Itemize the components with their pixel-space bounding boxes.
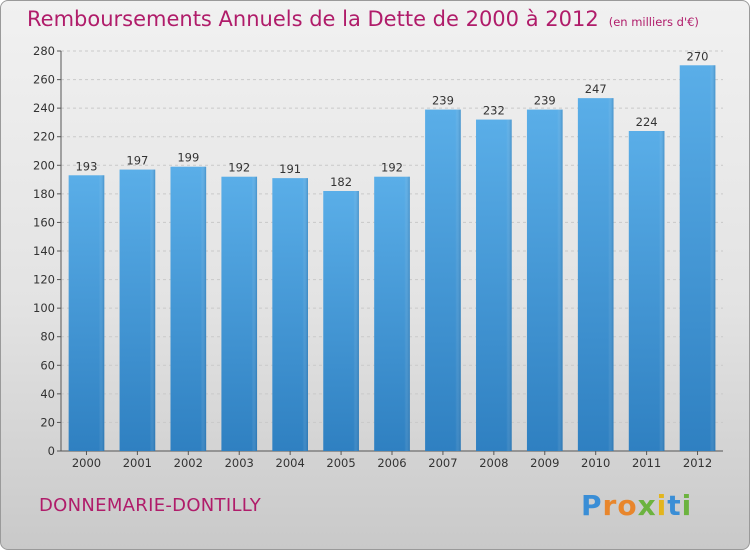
x-tick-label: 2008 — [479, 456, 508, 470]
data-label: 199 — [177, 151, 199, 165]
x-tick-label: 2005 — [326, 456, 355, 470]
logo-letter: t — [667, 489, 682, 522]
y-tick-label: 80 — [40, 330, 55, 344]
logo-letter: i — [656, 489, 668, 522]
bar-shade — [526, 109, 563, 452]
data-label: 232 — [483, 104, 505, 118]
bar-shade — [221, 176, 258, 451]
x-tick-label: 2006 — [377, 456, 406, 470]
x-tick-label: 2003 — [225, 456, 254, 470]
y-tick-label: 40 — [40, 387, 55, 401]
bar-shade — [476, 119, 512, 452]
data-label: 192 — [381, 161, 403, 175]
y-tick-label: 20 — [40, 415, 55, 429]
unit-note: (en milliers d'€) — [608, 15, 699, 29]
x-tick-label: 2001 — [123, 456, 152, 470]
bar-shade — [170, 166, 207, 451]
data-label: 191 — [279, 162, 301, 176]
location-name: DONNEMARIE-DONTILLY — [39, 495, 262, 516]
proxiti-logo: Proxiti — [581, 489, 692, 522]
y-tick-label: 220 — [33, 130, 55, 144]
logo-letter: x — [637, 489, 657, 522]
x-tick-label: 2010 — [581, 456, 610, 470]
bar-shade — [323, 191, 359, 451]
title-text: Remboursements Annuels de la Dette de 20… — [27, 7, 599, 31]
y-tick-label: 0 — [48, 444, 55, 458]
bar-shade — [628, 131, 665, 451]
bar-shade — [272, 178, 308, 451]
bar-shade — [68, 175, 105, 452]
y-tick-label: 260 — [33, 73, 55, 87]
bar-shade — [119, 169, 156, 452]
logo-letter: o — [617, 489, 638, 522]
bar-shade — [425, 109, 461, 452]
y-tick-label: 200 — [33, 158, 55, 172]
data-label: 193 — [75, 159, 97, 173]
y-tick-label: 240 — [33, 101, 55, 115]
bar-shade — [577, 98, 614, 452]
y-tick-label: 60 — [40, 358, 55, 372]
data-label: 239 — [432, 94, 454, 108]
x-tick-label: 2002 — [174, 456, 203, 470]
x-tick-label: 2007 — [428, 456, 457, 470]
logo-letter: i — [681, 489, 693, 522]
x-tick-label: 2000 — [72, 456, 101, 470]
logo-letter: P — [581, 489, 603, 522]
y-tick-label: 160 — [33, 215, 55, 229]
x-tick-label: 2009 — [530, 456, 559, 470]
x-tick-label: 2004 — [276, 456, 305, 470]
data-label: 224 — [636, 115, 658, 129]
y-tick-label: 120 — [33, 273, 55, 287]
data-label: 182 — [330, 175, 352, 189]
data-label: 197 — [126, 154, 148, 168]
data-label: 239 — [534, 94, 556, 108]
data-label: 270 — [687, 49, 709, 63]
bar-shade — [374, 176, 410, 451]
logo-letter: r — [602, 489, 618, 522]
chart-title: Remboursements Annuels de la Dette de 20… — [27, 7, 699, 31]
bar-shade — [679, 65, 716, 452]
y-tick-label: 280 — [33, 44, 55, 58]
data-label: 192 — [228, 161, 250, 175]
x-tick-label: 2012 — [683, 456, 712, 470]
y-tick-label: 100 — [33, 301, 55, 315]
y-tick-label: 180 — [33, 187, 55, 201]
data-label: 247 — [585, 82, 607, 96]
y-tick-label: 140 — [33, 244, 55, 258]
x-tick-label: 2011 — [632, 456, 661, 470]
